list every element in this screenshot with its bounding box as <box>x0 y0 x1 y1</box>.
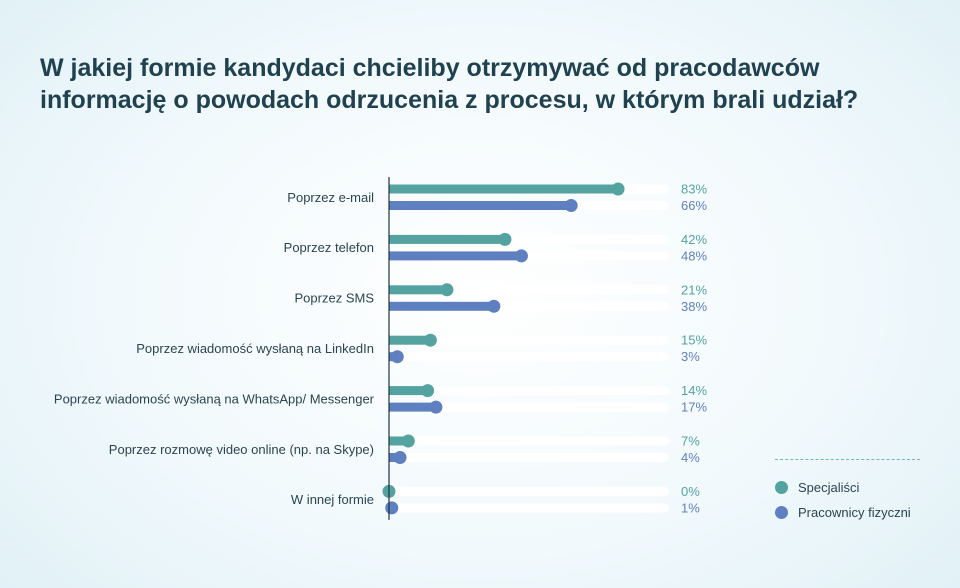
bar <box>389 386 428 396</box>
legend-marker-specjalisci <box>775 481 788 494</box>
bar <box>389 436 409 446</box>
bar-end-marker <box>393 451 407 464</box>
legend-item-pracownicy-fizyczni: Pracownicy fizyczni <box>775 500 920 525</box>
value-label: 15% <box>681 333 707 348</box>
bar-end-marker <box>390 350 404 364</box>
category-label: Poprzez telefon <box>284 240 374 255</box>
bar-end-marker <box>487 299 501 313</box>
bar-track <box>389 436 669 446</box>
bar <box>389 201 572 210</box>
bar-track <box>389 453 669 462</box>
legend: Specjaliści Pracownicy fizyczni <box>775 459 920 525</box>
bar-end-marker <box>429 400 443 414</box>
bar-track <box>389 486 669 496</box>
bar-end-marker <box>498 232 512 246</box>
value-label: 42% <box>681 232 707 247</box>
bar-end-marker <box>564 199 578 212</box>
value-label: 1% <box>681 500 700 515</box>
bar <box>389 251 522 261</box>
bar-end-marker <box>385 501 399 515</box>
bar-end-marker <box>421 384 435 398</box>
category-label: Poprzez wiadomość wysłaną na WhatsApp/ M… <box>54 391 375 406</box>
bar-track <box>389 285 669 295</box>
bar <box>389 285 447 295</box>
bar-end-marker <box>423 333 437 347</box>
legend-label-pracownicy-fizyczni: Pracownicy fizyczni <box>798 505 911 520</box>
bar <box>389 301 494 311</box>
bar-track <box>389 335 669 345</box>
category-label: Poprzez e-mail <box>287 190 374 205</box>
value-label: 3% <box>681 349 700 364</box>
value-label: 0% <box>681 484 700 499</box>
legend-item-specjalisci: Specjaliści <box>775 475 920 500</box>
value-label: 83% <box>681 182 707 197</box>
bar <box>389 402 436 412</box>
bar-end-marker <box>440 283 454 297</box>
value-label: 14% <box>681 383 707 398</box>
chart-title-line-1: W jakiej formie kandydaci chcieliby otrz… <box>40 54 820 82</box>
category-label: Poprzez wiadomość wysłaną na LinkedIn <box>136 341 374 356</box>
bar-track <box>389 386 669 396</box>
bar-end-marker <box>514 249 528 263</box>
bar <box>389 234 505 244</box>
value-label: 48% <box>681 248 707 263</box>
chart-title-line-2: informację o powodach odrzucenia z proce… <box>40 86 859 114</box>
category-label: W innej formie <box>291 492 374 507</box>
bar-end-marker <box>611 182 625 196</box>
legend-marker-pracownicy-fizyczni <box>775 506 788 519</box>
bar <box>389 184 619 194</box>
value-label: 66% <box>681 198 707 213</box>
value-label: 7% <box>681 434 700 449</box>
value-label: 17% <box>681 400 707 415</box>
value-label: 21% <box>681 282 707 297</box>
bar-track <box>389 352 669 362</box>
legend-label-specjalisci: Specjaliści <box>798 480 860 495</box>
bar-track <box>389 402 669 412</box>
value-label: 4% <box>681 450 700 465</box>
chart-title: W jakiej formie kandydaci chcieliby otrz… <box>40 52 920 116</box>
value-label: 38% <box>681 299 707 314</box>
bar <box>389 335 431 345</box>
bar-end-marker <box>401 434 415 448</box>
category-label: Poprzez rozmowę video online (np. na Sky… <box>109 442 374 457</box>
bar-track <box>389 503 669 513</box>
category-label: Poprzez SMS <box>295 291 375 306</box>
